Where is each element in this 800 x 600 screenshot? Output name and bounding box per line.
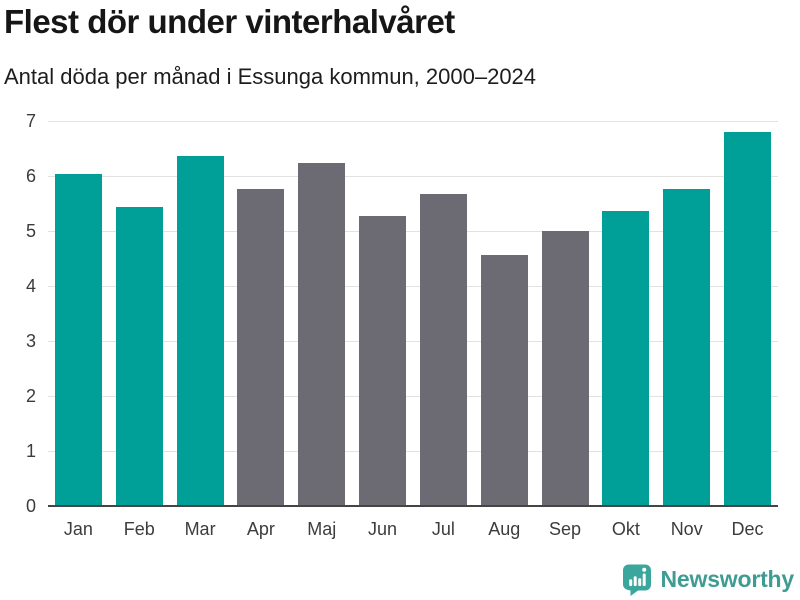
x-tick-label-jan: Jan [63, 519, 93, 539]
gridline-1 [48, 451, 778, 453]
x-tick-label-sep: Sep [549, 519, 582, 539]
x-tick-label-dec: Dec [731, 519, 764, 539]
bar-nov [663, 189, 711, 506]
x-tick-label-aug: Aug [488, 519, 521, 539]
gridline-6 [48, 176, 778, 177]
x-tick-label-feb: Feb [123, 519, 155, 539]
y-tick-label-2: 2 [25, 386, 36, 406]
bar-slot-jul [413, 121, 474, 506]
y-tick-label-4: 4 [25, 276, 36, 296]
bar-slot-apr [230, 121, 291, 506]
gridline-4 [48, 286, 778, 288]
bar-slot-mar [170, 121, 231, 506]
bar-feb [115, 206, 163, 506]
y-tick-label-3: 3 [25, 331, 36, 351]
x-tick-label-nov: Nov [670, 519, 703, 539]
bar-slot-nov [656, 121, 717, 506]
gridline-2 [48, 396, 778, 398]
bar-slot-maj [291, 121, 352, 506]
x-axis-labels: Jan Feb Mar Apr Maj Jun Jul Aug Sep Okt Nov Dec [48, 509, 778, 540]
x-axis-line [48, 505, 778, 507]
brand-name: Newsworthy [660, 566, 795, 592]
chart-title: Flest dör under vinterhalvåret [4, 3, 455, 40]
bar-jul [419, 193, 467, 506]
gridline-3 [48, 341, 778, 342]
bar-dec [724, 132, 772, 506]
x-tick-label-jun: Jun [368, 519, 398, 539]
logo-bars [628, 567, 646, 586]
x-tick-label-okt: Okt [611, 519, 640, 539]
bar-mar [176, 156, 224, 506]
bar-okt [602, 211, 650, 506]
bar-aug [480, 255, 528, 506]
x-tick-label-jul: Jul [431, 519, 455, 539]
newsworthy-logo[interactable]: Newsworthy [621, 563, 794, 596]
y-tick-label-6: 6 [25, 166, 36, 186]
bar-maj [298, 162, 346, 506]
x-tick-label-maj: Maj [307, 519, 337, 539]
bar-slot-jun [352, 121, 413, 506]
y-tick-label-7: 7 [25, 111, 36, 131]
gridline-7 [48, 121, 778, 122]
y-tick-label-5: 5 [25, 221, 36, 241]
gridline-5 [48, 231, 778, 232]
chart-subtitle: Antal döda per månad i Essunga kommun, 2… [4, 64, 537, 89]
y-tick-label-0: 0 [25, 496, 36, 516]
newsworthy-logo-icon [622, 564, 651, 596]
x-tick-label-apr: Apr [246, 519, 275, 539]
bar-jan [54, 173, 102, 506]
bar-slot-dec [717, 121, 778, 506]
bar-jun [359, 215, 407, 506]
bar-slot-feb [109, 121, 170, 506]
bar-series [48, 121, 778, 506]
bar-sep [541, 231, 589, 506]
bar-slot-aug [474, 121, 535, 506]
bar-slot-okt [595, 121, 656, 506]
y-tick-label-1: 1 [25, 441, 36, 461]
x-tick-label-mar: Mar [184, 519, 216, 539]
plot-area [48, 121, 778, 507]
y-axis: 0 1 2 3 4 5 6 7 [0, 112, 36, 515]
bar-slot-jan [48, 121, 109, 506]
bar-slot-sep [535, 121, 596, 506]
bar-apr [237, 189, 285, 506]
